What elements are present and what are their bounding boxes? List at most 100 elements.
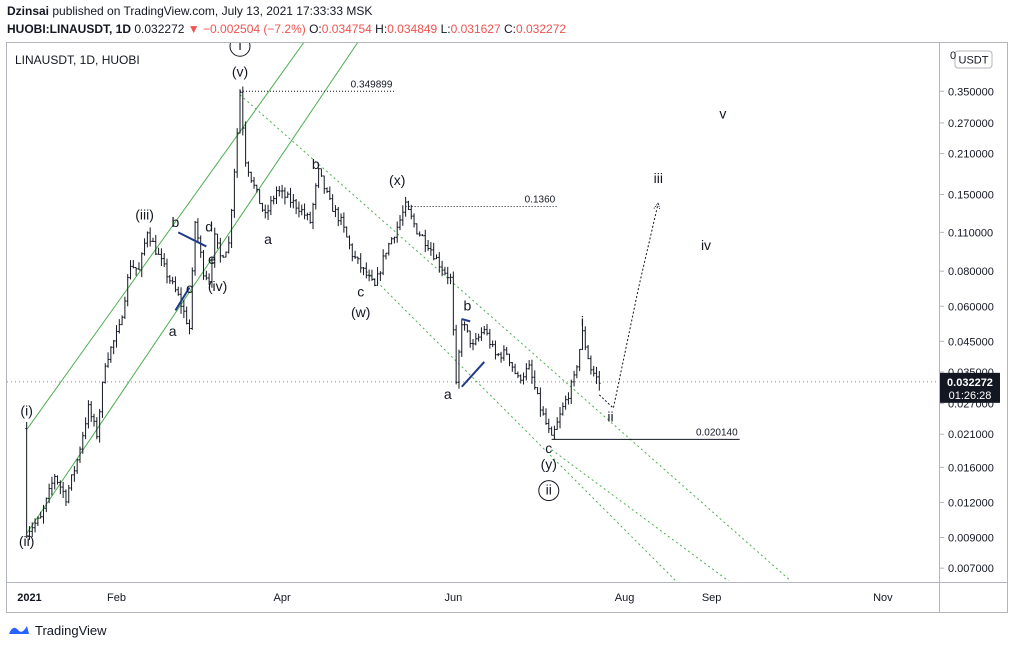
low-label: L:: [440, 22, 451, 36]
channel-line[interactable]: [26, 14, 325, 430]
wave-label[interactable]: i: [581, 313, 584, 329]
candle: [530, 359, 534, 384]
wave-label[interactable]: (y): [541, 456, 557, 472]
candle: [544, 408, 548, 425]
wave-label[interactable]: (v): [232, 64, 248, 80]
candle: [595, 366, 598, 385]
candle: [508, 353, 511, 367]
candle: [365, 262, 368, 279]
wave-label[interactable]: b: [312, 156, 320, 172]
candle: [353, 250, 357, 259]
wave-label[interactable]: (x): [389, 172, 405, 188]
wave-label[interactable]: b: [172, 214, 180, 230]
candle: [339, 213, 343, 226]
candle: [345, 226, 348, 238]
wave-label[interactable]: e: [208, 251, 216, 267]
candle: [42, 504, 45, 524]
wave-line[interactable]: [461, 361, 485, 388]
projection-path[interactable]: [598, 202, 659, 410]
candle: [443, 266, 447, 276]
channel-line[interactable]: [551, 449, 732, 583]
candle: [477, 333, 480, 342]
y-top-label: 0: [950, 50, 956, 62]
symbol-label: HUOBI:LINAUSDT, 1D: [7, 22, 132, 36]
wave-label[interactable]: d: [205, 218, 213, 234]
wave-label[interactable]: b: [463, 297, 471, 313]
candle: [480, 327, 483, 341]
wave-label[interactable]: (ii): [19, 533, 35, 549]
open-value: 0.034754: [321, 22, 372, 36]
candle: [322, 175, 326, 194]
candle: [123, 296, 127, 319]
candle: [89, 401, 93, 422]
candle: [463, 321, 466, 331]
currency-badge[interactable]: [954, 50, 993, 69]
candle: [84, 417, 87, 440]
candle: [474, 332, 478, 346]
channel-line[interactable]: [26, 30, 367, 534]
wave-label[interactable]: (i): [20, 402, 32, 418]
level-label: 0.1360: [525, 194, 556, 205]
candle: [190, 267, 194, 330]
candle: [120, 315, 124, 326]
y-tick-label: 0.012000: [948, 497, 994, 509]
candle: [376, 267, 379, 286]
wave-line[interactable]: [461, 318, 471, 323]
candle: [432, 242, 435, 261]
wave-line[interactable]: [177, 231, 207, 248]
candle: [513, 363, 517, 375]
candle: [213, 227, 217, 268]
candle: [75, 458, 79, 474]
candle: [547, 418, 551, 434]
wave-label[interactable]: c: [357, 283, 364, 299]
wave-label[interactable]: v: [719, 105, 726, 121]
wave-line[interactable]: [174, 286, 191, 311]
candle: [129, 260, 132, 280]
high-value: 0.034849: [387, 22, 438, 36]
candle: [306, 212, 309, 221]
wave-label[interactable]: iii: [654, 170, 663, 186]
candle: [148, 227, 152, 247]
wave-label[interactable]: c: [545, 440, 552, 456]
last-price-tag[interactable]: [940, 372, 1000, 403]
candle: [283, 187, 287, 205]
wave-circle: [538, 480, 560, 502]
wave-label[interactable]: (iv): [208, 278, 227, 294]
candle: [216, 233, 219, 249]
candle: [553, 425, 556, 440]
candle: [491, 340, 494, 348]
candle: [572, 370, 576, 387]
projection-arrow: [653, 201, 661, 210]
level-label: 0.020140: [696, 427, 738, 438]
wave-label[interactable]: (w): [351, 304, 370, 320]
candle: [168, 275, 172, 284]
candle: [297, 201, 301, 218]
channel-line[interactable]: [365, 270, 678, 583]
candle: [511, 362, 514, 372]
candle: [193, 221, 197, 276]
wave-label[interactable]: c: [186, 280, 193, 296]
wave-label[interactable]: a: [444, 386, 452, 402]
candle: [205, 270, 208, 281]
candle: [221, 254, 225, 258]
wave-label[interactable]: a: [169, 323, 177, 339]
wave-label[interactable]: ii: [607, 409, 613, 425]
tradingview-footer[interactable]: TradingView: [7, 622, 107, 638]
candle: [233, 168, 236, 218]
wave-label[interactable]: ii: [546, 482, 552, 498]
publish-header: Dzinsai published on TradingView.com, Ju…: [7, 4, 372, 18]
channel-line[interactable]: [239, 94, 793, 583]
candle: [328, 186, 332, 200]
wave-label[interactable]: (iii): [135, 207, 154, 223]
candle: [263, 204, 267, 219]
plot-frame: [6, 42, 1008, 613]
candle: [78, 446, 82, 463]
candle: [381, 249, 385, 276]
wave-label[interactable]: iv: [701, 237, 711, 253]
x-tick-label: Sep: [702, 592, 722, 604]
publish-info: published on TradingView.com, July 13, 2…: [49, 4, 373, 18]
author-name[interactable]: Dzinsai: [7, 4, 50, 18]
wave-label[interactable]: a: [264, 231, 272, 247]
wave-label[interactable]: i: [238, 37, 241, 53]
